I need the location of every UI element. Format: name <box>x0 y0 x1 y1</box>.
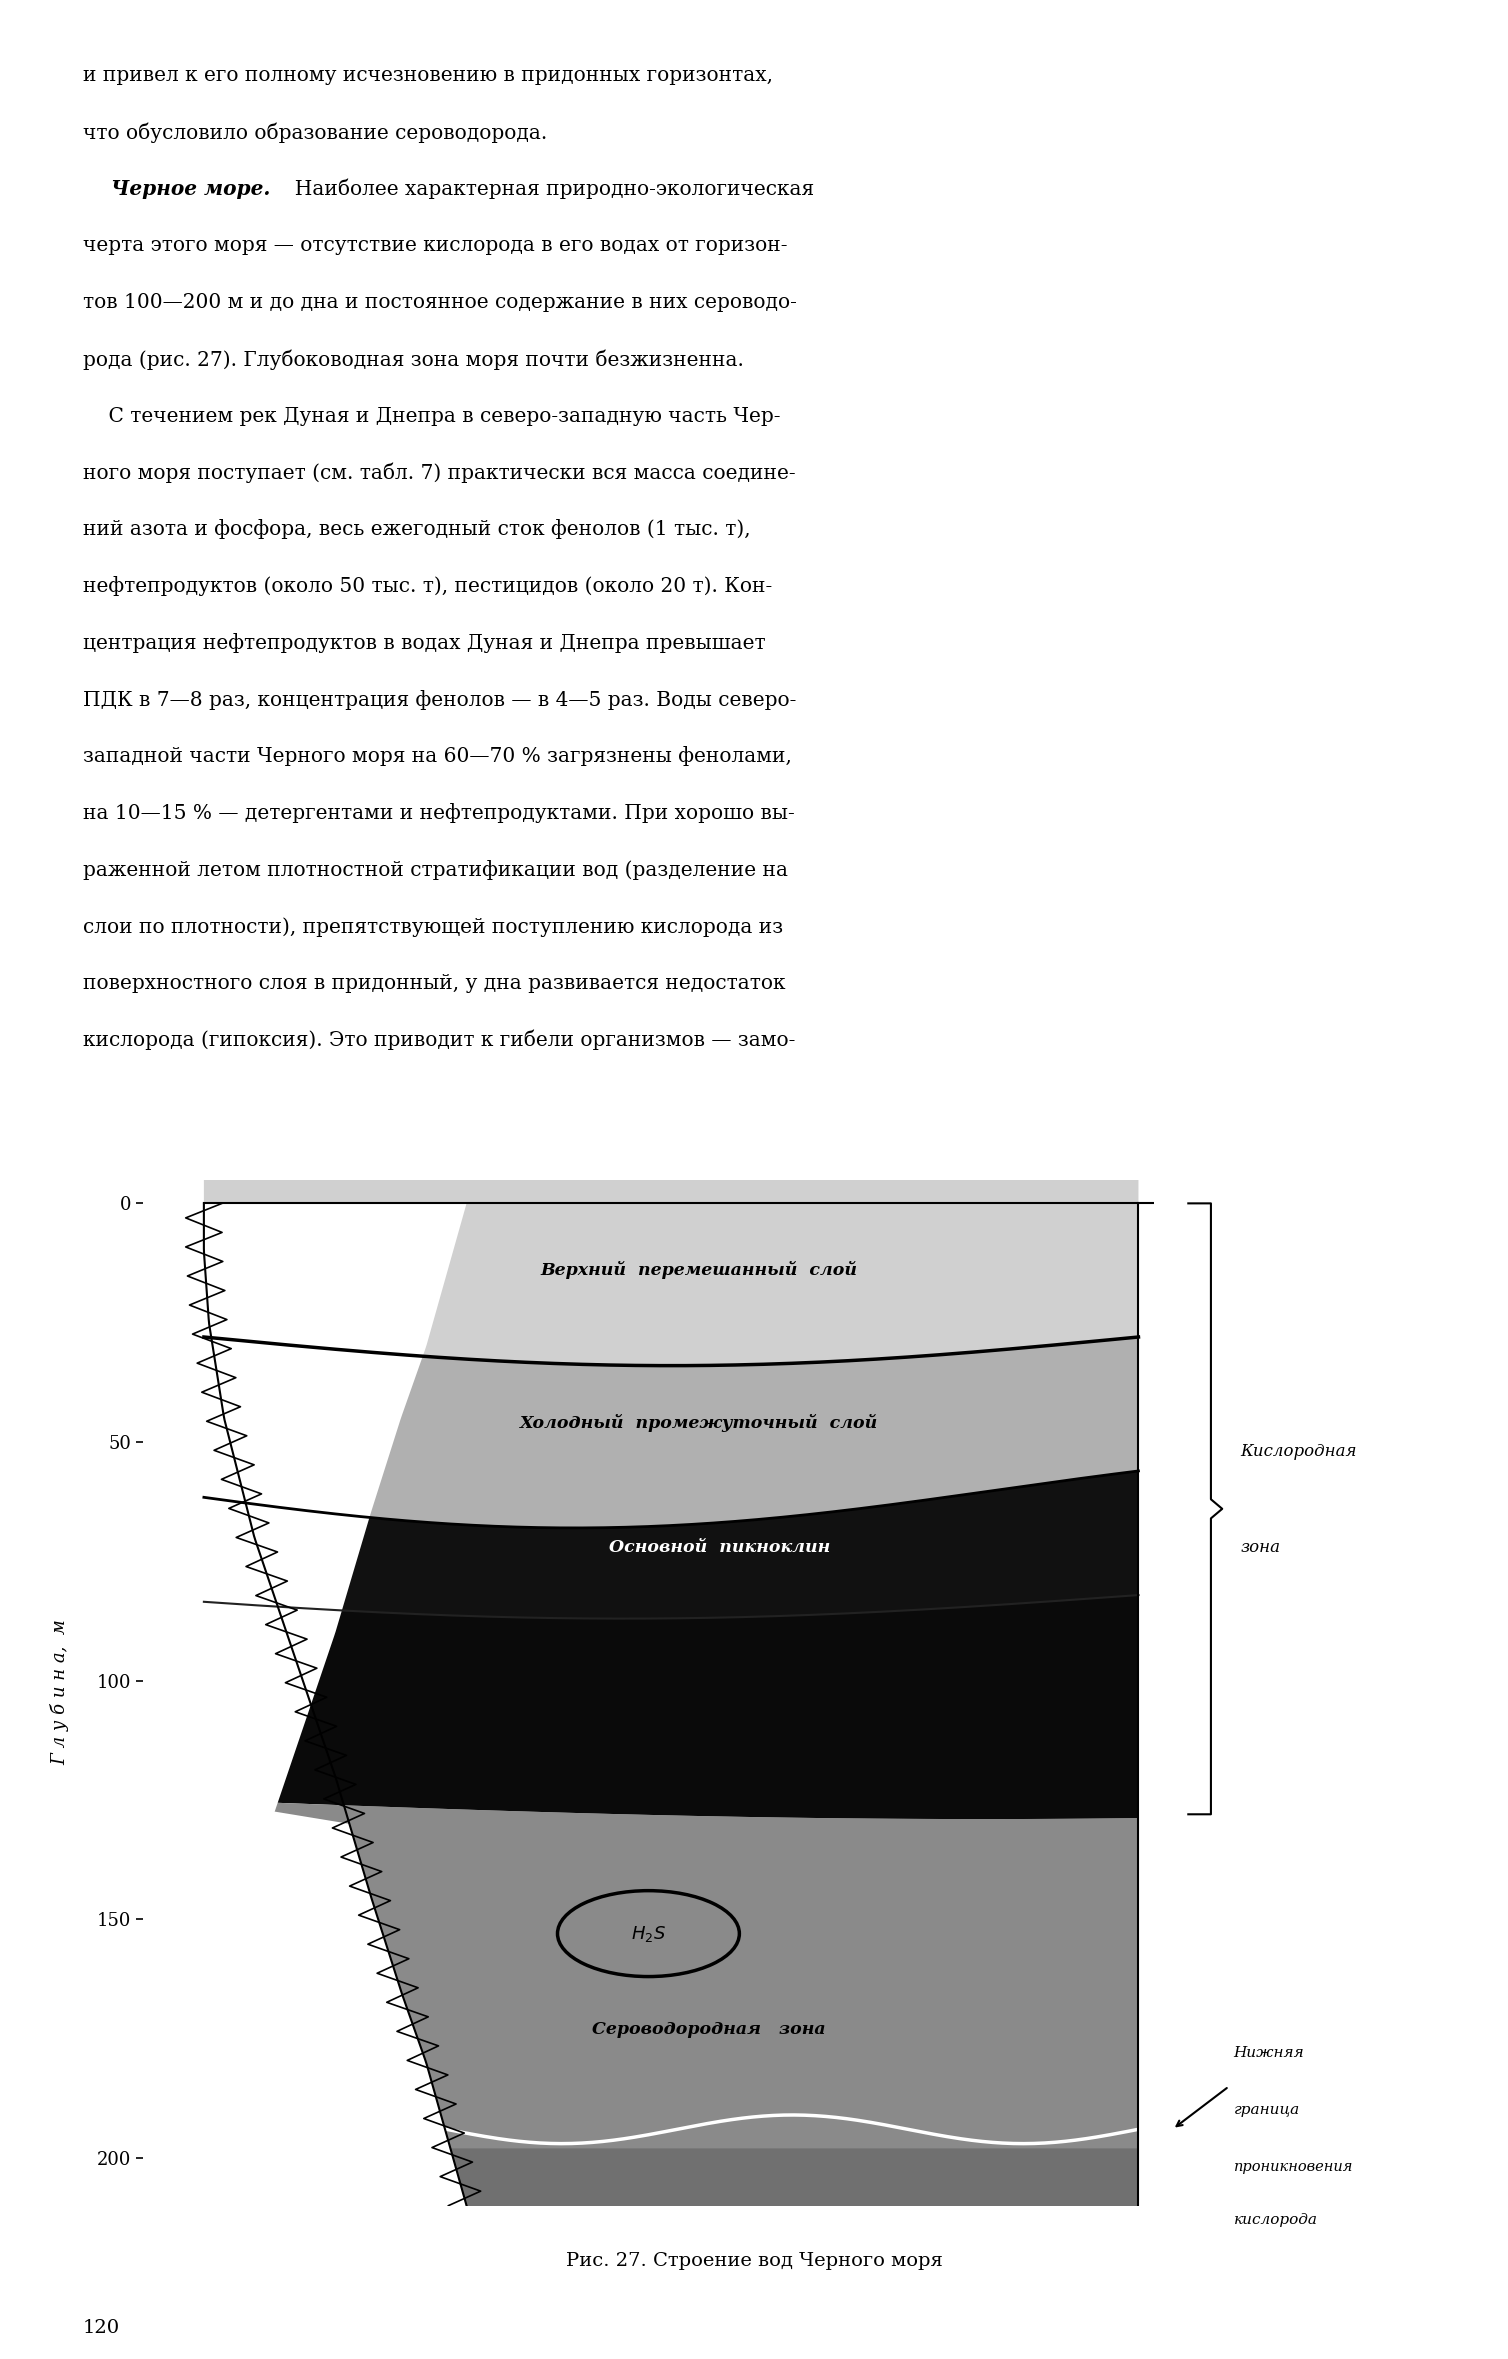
Text: кислорода: кислорода <box>1234 2213 1318 2227</box>
Text: поверхностного слоя в придонный, у дна развивается недостаток: поверхностного слоя в придонный, у дна р… <box>83 974 786 993</box>
Polygon shape <box>204 1180 1139 1366</box>
Text: Г л у б и н а,  м: Г л у б и н а, м <box>50 1621 69 1765</box>
Text: черта этого моря — отсутствие кислорода в его водах от горизон-: черта этого моря — отсутствие кислорода … <box>83 236 787 255</box>
Text: Наиболее характерная природно-экологическая: Наиболее характерная природно-экологичес… <box>282 179 814 198</box>
Text: Кислородная: Кислородная <box>1240 1444 1357 1460</box>
Text: Верхний  перемешанный  слой: Верхний перемешанный слой <box>540 1262 858 1279</box>
Text: граница: граница <box>1234 2104 1300 2118</box>
Text: $H_2S$: $H_2S$ <box>630 1923 667 1944</box>
Polygon shape <box>204 1338 1139 1529</box>
Text: слои по плотности), препятствующей поступлению кислорода из: слои по плотности), препятствующей посту… <box>83 918 783 937</box>
Polygon shape <box>204 1595 1139 1819</box>
Text: на 10—15 % — детергентами и нефтепродуктами. При хорошо вы-: на 10—15 % — детергентами и нефтепродукт… <box>83 802 795 823</box>
Text: центрация нефтепродуктов в водах Дуная и Днепра превышает: центрация нефтепродуктов в водах Дуная и… <box>83 632 766 653</box>
Text: Черное море.: Черное море. <box>83 179 270 198</box>
Polygon shape <box>143 1203 466 2206</box>
Text: Рис. 27. Строение вод Черного моря: Рис. 27. Строение вод Черного моря <box>566 2253 942 2269</box>
Text: С течением рек Дуная и Днепра в северо-западную часть Чер-: С течением рек Дуная и Днепра в северо-з… <box>83 406 781 425</box>
Text: западной части Черного моря на 60—70 % загрязнены фенолами,: западной части Черного моря на 60—70 % з… <box>83 745 792 767</box>
Text: проникновения: проникновения <box>1234 2161 1353 2175</box>
Text: Основной  пикноклин: Основной пикноклин <box>609 1538 829 1555</box>
Polygon shape <box>204 1203 1139 2206</box>
Text: Сероводородная   зона: Сероводородная зона <box>593 2022 826 2038</box>
Text: ний азота и фосфора, весь ежегодный сток фенолов (1 тыс. т),: ний азота и фосфора, весь ежегодный сток… <box>83 519 751 540</box>
Text: и привел к его полному исчезновению в придонных горизонтах,: и привел к его полному исчезновению в пр… <box>83 66 774 85</box>
Text: рода (рис. 27). Глубоководная зона моря почти безжизненна.: рода (рис. 27). Глубоководная зона моря … <box>83 349 743 370</box>
Text: что обусловило образование сероводорода.: что обусловило образование сероводорода. <box>83 123 547 142</box>
Text: 120: 120 <box>83 2319 121 2338</box>
Text: зона: зона <box>1240 1538 1280 1555</box>
Text: нефтепродуктов (около 50 тыс. т), пестицидов (около 20 т). Кон-: нефтепродуктов (около 50 тыс. т), пестиц… <box>83 576 772 597</box>
Text: раженной летом плотностной стратификации вод (разделение на: раженной летом плотностной стратификации… <box>83 861 789 880</box>
Text: Нижняя: Нижняя <box>1234 2045 1304 2059</box>
Text: кислорода (гипоксия). Это приводит к гибели организмов — замо-: кислорода (гипоксия). Это приводит к гиб… <box>83 1031 795 1050</box>
Polygon shape <box>204 1472 1139 1618</box>
Polygon shape <box>204 1800 1139 2206</box>
Text: ПДК в 7—8 раз, концентрация фенолов — в 4—5 раз. Воды северо-: ПДК в 7—8 раз, концентрация фенолов — в … <box>83 689 796 710</box>
Text: ного моря поступает (см. табл. 7) практически вся масса соедине-: ного моря поступает (см. табл. 7) практи… <box>83 462 796 484</box>
Text: Холодный  промежуточный  слой: Холодный промежуточный слой <box>520 1413 878 1432</box>
Polygon shape <box>451 2149 1139 2229</box>
Text: тов 100—200 м и до дна и постоянное содержание в них сероводо-: тов 100—200 м и до дна и постоянное соде… <box>83 293 796 311</box>
